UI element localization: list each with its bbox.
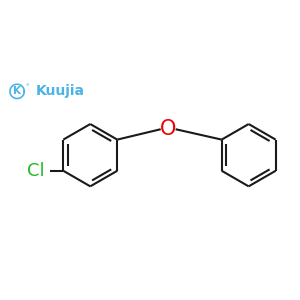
Text: K: K — [13, 86, 21, 96]
Text: Kuujia: Kuujia — [36, 84, 85, 98]
Text: °: ° — [25, 84, 28, 90]
Text: Cl: Cl — [28, 162, 45, 180]
Text: O: O — [160, 119, 176, 139]
